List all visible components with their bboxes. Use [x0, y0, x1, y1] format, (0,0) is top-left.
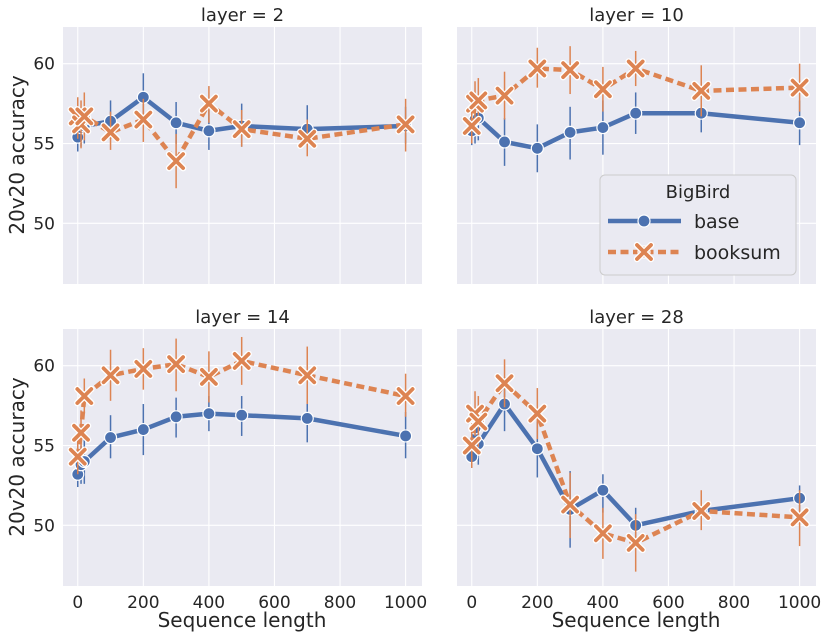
panel-title: layer = 2 — [201, 5, 284, 26]
y-axis-title: 20v20 accuracy — [5, 75, 29, 234]
data-point-base — [136, 422, 150, 437]
x-tick-label: 200 — [521, 593, 553, 613]
data-point-booksum — [167, 152, 186, 170]
data-point-booksum — [692, 502, 711, 520]
data-point-booksum — [692, 81, 711, 100]
data-point-booksum — [68, 447, 87, 466]
x-tick-label: 800 — [718, 593, 750, 613]
legend-marker-booksum — [635, 243, 653, 261]
data-point-base — [103, 430, 118, 445]
data-point-base — [235, 408, 249, 422]
data-point-booksum — [134, 110, 153, 129]
data-point-base — [202, 124, 216, 138]
data-point-base — [399, 429, 413, 443]
panel-title: layer = 10 — [589, 5, 684, 26]
data-point-booksum — [232, 120, 251, 139]
series-line-booksum — [75, 358, 407, 458]
data-point-booksum — [101, 123, 120, 142]
x-axis-title: Sequence length — [158, 608, 327, 632]
x-tick-label: 600 — [652, 593, 684, 613]
data-point-booksum — [298, 366, 317, 385]
y-tick-label: 60 — [33, 357, 55, 377]
data-point-booksum — [167, 355, 186, 374]
panel-background — [63, 27, 422, 284]
panel-4: layer = 28 0 200 400 600 800 1000 — [457, 307, 821, 613]
data-point-base — [169, 410, 183, 424]
data-point-base — [530, 141, 544, 155]
legend-marker-base — [637, 214, 651, 228]
data-point-booksum — [495, 86, 514, 105]
data-point-booksum — [561, 61, 580, 79]
data-point-booksum — [101, 366, 120, 385]
data-point-booksum — [298, 129, 317, 148]
data-point-booksum — [469, 412, 488, 431]
data-point-booksum — [232, 352, 251, 370]
panel-title: layer = 28 — [589, 307, 684, 328]
data-point-booksum — [561, 495, 580, 514]
legend-label-booksum: booksum — [694, 242, 781, 264]
x-tick-label: 0 — [72, 593, 83, 613]
data-point-booksum — [462, 117, 481, 135]
data-point-base — [596, 483, 610, 497]
series-booksum — [461, 359, 810, 572]
series-line-booksum — [469, 66, 800, 127]
data-point-booksum — [626, 534, 645, 552]
data-point-booksum — [199, 367, 218, 386]
data-point-booksum — [790, 508, 809, 527]
x-tick-label: 200 — [127, 593, 159, 613]
data-point-booksum — [593, 80, 612, 99]
data-point-booksum — [396, 387, 415, 405]
data-point-booksum — [790, 78, 809, 97]
data-point-booksum — [199, 94, 218, 113]
data-point-base — [169, 116, 183, 130]
x-tick-label: 600 — [258, 593, 290, 613]
x-axis-title: Sequence length — [552, 608, 721, 632]
y-tick-label: 50 — [33, 516, 55, 536]
data-point-base — [300, 411, 314, 425]
x-tick-label: 400 — [193, 593, 225, 613]
data-point-booksum — [396, 115, 415, 134]
series-line-base — [469, 401, 800, 528]
series-booksum — [461, 46, 810, 144]
data-point-booksum — [469, 91, 488, 110]
x-tick-label: 800 — [324, 593, 356, 613]
data-point-base — [202, 407, 216, 421]
y-tick-label: 60 — [33, 55, 55, 75]
x-tick-label: 400 — [587, 593, 619, 613]
panel-title: layer = 14 — [195, 307, 290, 328]
data-point-base — [563, 125, 577, 139]
data-point-base — [793, 116, 807, 130]
legend-label-base: base — [694, 211, 739, 233]
y-axis-title: 20v20 accuracy — [5, 377, 29, 536]
data-point-base — [629, 106, 643, 120]
data-point-base — [530, 442, 544, 456]
data-point-booksum — [72, 423, 90, 442]
data-point-booksum — [528, 404, 547, 423]
series-booksum — [67, 336, 416, 475]
y-tick-label: 55 — [33, 135, 55, 155]
series-booksum — [67, 86, 416, 189]
data-point-base — [497, 135, 512, 149]
data-point-base — [596, 120, 610, 135]
data-point-booksum — [75, 107, 94, 126]
data-point-booksum — [462, 436, 481, 455]
legend: BigBird base booksum — [599, 174, 797, 276]
x-tick-label: 1000 — [778, 593, 821, 613]
data-point-booksum — [75, 387, 94, 405]
x-tick-label: 0 — [466, 593, 477, 613]
y-tick-label: 50 — [33, 214, 55, 234]
data-point-booksum — [626, 59, 645, 78]
data-point-booksum — [593, 524, 612, 543]
data-point-booksum — [495, 374, 514, 393]
data-point-booksum — [528, 59, 547, 78]
legend-title: BigBird — [666, 182, 731, 203]
x-tick-label: 1000 — [384, 593, 427, 613]
data-point-booksum — [134, 360, 153, 378]
panel-1: layer = 2 50 55 60 — [33, 5, 422, 284]
y-tick-label: 55 — [33, 437, 55, 457]
